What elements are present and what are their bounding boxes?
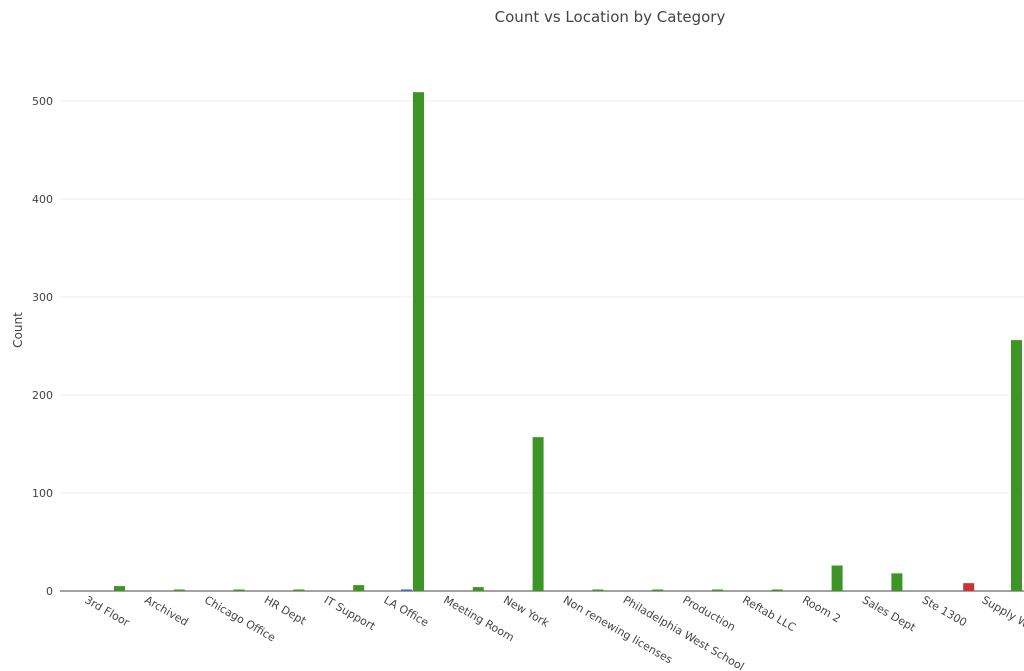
bar-room-2-s0[interactable] <box>831 565 843 591</box>
x-tick-label: Supply Wa <box>980 593 1024 633</box>
bar-meeting-room-s0[interactable] <box>472 587 484 591</box>
bars <box>114 92 1022 592</box>
bar-non-renewing-licenses-s0[interactable] <box>592 589 604 592</box>
x-tick-label: Ste 1300 <box>920 593 969 629</box>
x-tick-label: Production <box>681 593 738 634</box>
y-tick-label: 100 <box>32 487 53 500</box>
x-tick-label: 3rd Floor <box>83 593 132 629</box>
chart-title: Count vs Location by Category <box>494 8 726 26</box>
x-tick-label: New York <box>501 593 552 630</box>
y-tick-label: 300 <box>32 291 53 304</box>
bar-sales-dept-s0[interactable] <box>891 573 903 591</box>
bar-ste-1300-s2[interactable] <box>963 583 975 591</box>
y-tick-label: 400 <box>32 193 53 206</box>
bar-archived-s0[interactable] <box>173 589 185 592</box>
bar-supply-wa-s0[interactable] <box>1011 340 1022 591</box>
bar-la-office-s0[interactable] <box>413 92 424 592</box>
x-tick-label: LA Office <box>382 593 432 629</box>
x-tick-label: HR Dept <box>262 593 309 628</box>
x-tick-label: Reftab LLC <box>740 593 798 634</box>
bar-it-support-s0[interactable] <box>353 585 365 591</box>
bar-la-office-s1[interactable] <box>401 589 412 592</box>
x-tick-label: IT Support <box>322 593 378 633</box>
bar-chicago-office-s0[interactable] <box>233 589 245 592</box>
bar-3rd-floor-s0[interactable] <box>114 586 125 591</box>
bar-production-s0[interactable] <box>712 589 723 592</box>
bar-philadelphia-west-school-s0[interactable] <box>652 589 664 592</box>
x-tick-label: Room 2 <box>800 593 843 625</box>
y-tick-label: 0 <box>46 585 53 598</box>
y-axis-title: Count <box>11 312 25 348</box>
y-tick-label: 200 <box>32 389 53 402</box>
x-tick-label: Non renewing licenses <box>561 593 675 666</box>
bar-reftab-llc-s0[interactable] <box>771 589 783 592</box>
bar-new-york-s0[interactable] <box>532 437 544 591</box>
x-tick-label: Archived <box>142 593 190 628</box>
y-tick-label: 500 <box>32 95 53 108</box>
y-tick-labels: 0 100 200 300 400 500 <box>32 95 53 598</box>
x-tick-label: Sales Dept <box>860 593 918 634</box>
bar-hr-dept-s0[interactable] <box>293 589 305 592</box>
